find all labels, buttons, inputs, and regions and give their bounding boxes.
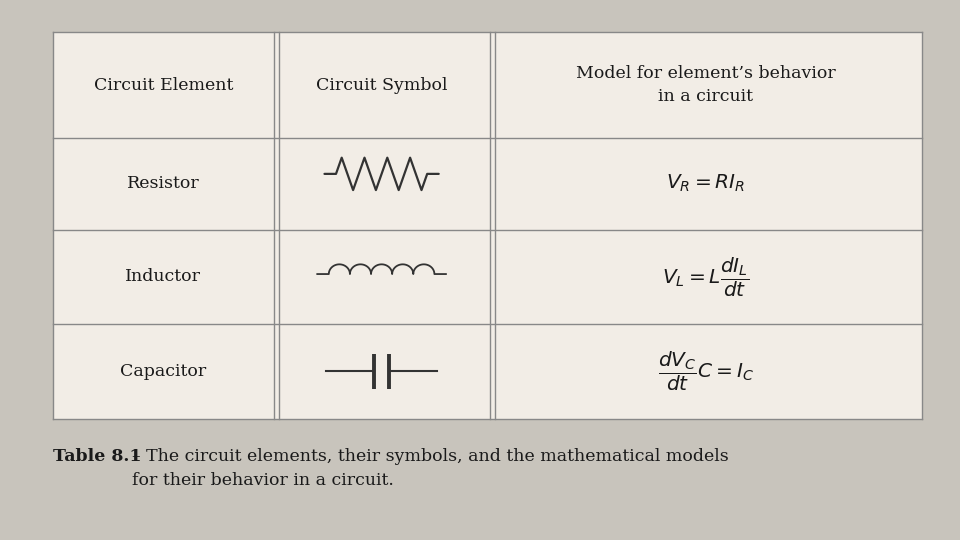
- Text: Resistor: Resistor: [127, 175, 200, 192]
- Text: $V_L = L\dfrac{dI_L}{dt}$: $V_L = L\dfrac{dI_L}{dt}$: [662, 255, 749, 299]
- Text: $V_R = RI_R$: $V_R = RI_R$: [666, 173, 745, 194]
- Text: Model for element’s behavior
in a circuit: Model for element’s behavior in a circui…: [576, 65, 835, 105]
- Bar: [53, 32, 922, 418]
- Text: Circuit Symbol: Circuit Symbol: [316, 77, 447, 93]
- Text: Capacitor: Capacitor: [120, 363, 206, 380]
- Text: Circuit Element: Circuit Element: [93, 77, 233, 93]
- Text: $\dfrac{dV_C}{dt}C = I_C$: $\dfrac{dV_C}{dt}C = I_C$: [658, 349, 754, 393]
- Text: – The circuit elements, their symbols, and the mathematical models
for their beh: – The circuit elements, their symbols, a…: [132, 448, 730, 489]
- Text: Table 8.1: Table 8.1: [53, 448, 141, 465]
- Text: Inductor: Inductor: [125, 268, 202, 285]
